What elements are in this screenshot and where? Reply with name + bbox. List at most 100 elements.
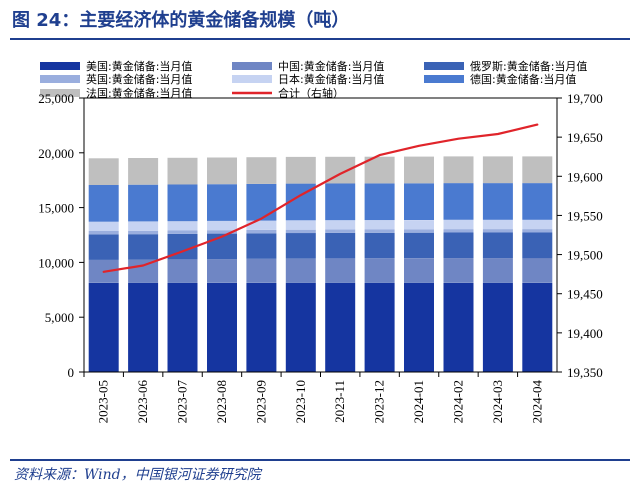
left-tick-label: 20,000 [38, 146, 74, 161]
legend-label: 俄罗斯:黄金储备:当月值 [470, 59, 587, 73]
bar-segment-4-2023-12 [364, 229, 395, 233]
bar-segment-1-2023-11 [325, 282, 356, 372]
bar-segment-5-2023-11 [325, 220, 356, 230]
bar-segment-6-2024-03 [482, 183, 513, 220]
x-tick-label: 2023-05 [96, 380, 111, 423]
legend-label: 德国:黄金储备:当月值 [470, 72, 576, 86]
bar-segment-7-2023-08 [207, 157, 237, 185]
bar-segment-2-2024-03 [482, 258, 513, 283]
right-tick-label: 19,400 [567, 326, 603, 341]
title-divider [10, 38, 630, 40]
right-tick-label: 19,650 [567, 130, 603, 145]
x-tick-label: 2023-11 [332, 380, 347, 423]
legend-label: 法国:黄金储备:当月值 [86, 86, 192, 100]
bar-segment-4-2023-11 [325, 229, 356, 233]
bar-segment-2-2023-08 [207, 259, 237, 283]
bar-segment-6-2024-02 [443, 183, 474, 220]
source-divider [10, 459, 630, 461]
bar-segment-5-2023-07 [167, 221, 198, 231]
bar-segment-1-2023-08 [207, 282, 237, 372]
bar-segment-5-2023-06 [128, 221, 159, 231]
bar-segment-1-2023-05 [88, 282, 119, 372]
legend-label: 中国:黄金储备:当月值 [278, 59, 384, 73]
bar-segment-7-2023-09 [246, 157, 277, 184]
bar-segment-1-2023-06 [128, 282, 159, 372]
bar-segment-6-2023-08 [207, 184, 237, 221]
bar-segment-5-2023-08 [207, 220, 237, 231]
x-tick-label: 2023-06 [135, 380, 150, 424]
bar-segment-4-2024-02 [443, 229, 474, 233]
right-tick-label: 19,500 [567, 248, 603, 263]
left-tick-label: 0 [68, 365, 75, 380]
bar-segment-3-2024-02 [443, 232, 474, 259]
legend-swatch [40, 89, 80, 97]
bar-segment-6-2024-01 [404, 183, 434, 220]
bar-segment-2-2023-09 [246, 258, 277, 283]
bar-segment-1-2023-07 [167, 282, 198, 372]
bar-segment-3-2024-04 [522, 232, 553, 259]
bar-segment-2-2023-12 [364, 258, 395, 283]
bar-segment-2-2024-04 [522, 258, 553, 283]
bar-segment-3-2023-10 [285, 233, 316, 259]
bar-segment-2-2023-11 [325, 258, 356, 283]
right-tick-label: 19,600 [567, 169, 603, 184]
chart-title: 图 24：主要经济体的黄金储备规模（吨） [12, 10, 350, 31]
bar-segment-2-2023-07 [167, 259, 198, 283]
x-tick-label: 2024-04 [529, 380, 544, 424]
total-line [102, 123, 539, 273]
bar-segment-6-2023-07 [167, 184, 198, 222]
bar-segment-2-2024-02 [443, 258, 474, 283]
bar-segment-4-2023-07 [167, 230, 198, 234]
bar-segment-7-2023-05 [88, 158, 119, 185]
bar-segment-1-2023-12 [364, 282, 395, 372]
bar-segment-4-2023-06 [128, 230, 159, 235]
bar-segment-4-2023-05 [88, 231, 119, 235]
x-tick-label: 2024-01 [411, 380, 426, 423]
bar-segment-5-2023-12 [364, 220, 395, 230]
stacked-bars [88, 156, 553, 372]
bar-segment-6-2023-09 [246, 183, 277, 221]
bar-segment-4-2023-09 [246, 229, 277, 234]
bar-segment-3-2024-03 [482, 232, 513, 259]
right-tick-label: 19,550 [567, 208, 603, 223]
bar-segment-7-2023-06 [128, 158, 159, 185]
left-tick-label: 15,000 [38, 201, 74, 216]
bar-segment-6-2023-06 [128, 184, 159, 222]
bar-segment-3-2023-05 [88, 234, 119, 260]
bar-segment-2-2023-10 [285, 258, 316, 283]
legend-swatch [232, 75, 272, 83]
bar-segment-5-2023-09 [246, 220, 277, 230]
legend-label: 日本:黄金储备:当月值 [278, 72, 384, 86]
bar-segment-3-2024-01 [404, 232, 434, 259]
x-tick-label: 2023-07 [175, 380, 190, 424]
bar-segment-1-2023-09 [246, 282, 277, 372]
bar-segment-5-2024-01 [404, 220, 434, 230]
x-tick-label: 2024-02 [450, 380, 465, 423]
bar-segment-6-2023-05 [88, 185, 119, 222]
bar-segment-4-2024-03 [482, 229, 513, 233]
source-note: 资料来源：Wind，中国银河证券研究院 [14, 467, 261, 483]
bar-segment-1-2024-03 [482, 282, 513, 372]
bar-segment-3-2023-09 [246, 233, 277, 259]
total-line-layer [102, 123, 539, 273]
bar-segment-7-2024-01 [404, 156, 434, 184]
bar-segment-4-2024-01 [404, 229, 434, 233]
bar-segment-6-2023-11 [325, 183, 356, 221]
bar-segment-4-2023-10 [285, 229, 316, 234]
bar-segment-4-2023-08 [207, 230, 237, 234]
legend-swatch [40, 75, 80, 83]
bar-segment-7-2024-02 [443, 156, 474, 184]
bar-segment-3-2023-08 [207, 233, 237, 260]
bar-segment-5-2024-03 [482, 219, 513, 230]
x-tick-label: 2023-09 [253, 380, 268, 423]
x-tick-label: 2023-08 [214, 380, 229, 423]
bar-segment-5-2024-02 [443, 219, 474, 230]
bar-segment-5-2023-05 [88, 221, 119, 231]
bar-segment-3-2023-12 [364, 232, 395, 259]
legend-label: 合计（右轴） [278, 86, 344, 100]
x-tick-label: 2023-10 [293, 380, 308, 423]
bar-segment-4-2024-04 [522, 229, 553, 233]
legend-label: 美国:黄金储备:当月值 [86, 59, 192, 73]
right-tick-label: 19,700 [567, 91, 603, 106]
